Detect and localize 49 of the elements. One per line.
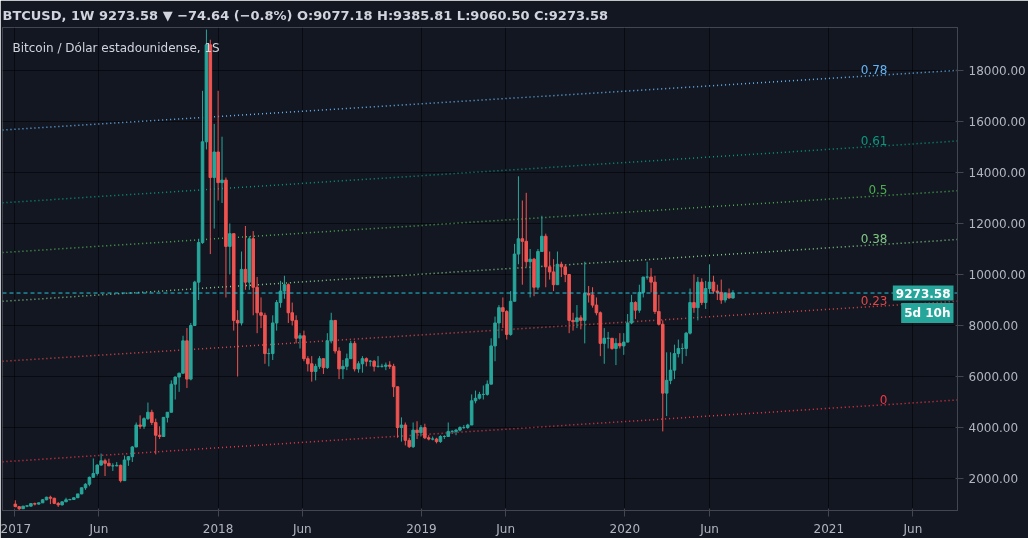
series-label: 0.5 bbox=[868, 183, 888, 198]
chart-title: BTCUSD, 1W 9273.58 ▼ −74.64 (−0.8%) O:9077.18 H:9385.81 L:9060.50 C:9273.58 bbox=[2, 7, 609, 23]
candlestick bbox=[504, 309, 509, 341]
ref-line-label: 9273.58 bbox=[895, 286, 951, 301]
candlestick bbox=[298, 332, 302, 349]
candlestick bbox=[454, 428, 458, 436]
x-tick-label: 2021 bbox=[813, 521, 845, 536]
y-tick-label: 16000.00 bbox=[968, 114, 1026, 129]
candlestick bbox=[528, 248, 532, 298]
y-tick-label: 6000.00 bbox=[968, 370, 1019, 385]
candlestick bbox=[220, 136, 224, 204]
candlestick bbox=[699, 277, 704, 306]
candlestick bbox=[103, 458, 107, 477]
series-label: 0.38 bbox=[860, 232, 888, 247]
candlestick bbox=[228, 222, 232, 275]
y-tick-label: 14000.00 bbox=[968, 165, 1026, 180]
candlestick bbox=[372, 359, 376, 372]
candlestick bbox=[415, 420, 419, 440]
y-tick-label: 12000.00 bbox=[968, 216, 1026, 231]
candlestick bbox=[664, 351, 669, 417]
candlestick bbox=[138, 414, 142, 430]
candlestick bbox=[614, 337, 618, 366]
x-tick-label: Jun bbox=[291, 521, 312, 536]
annotation: 5d 10h bbox=[904, 306, 951, 321]
candlestick bbox=[403, 421, 408, 446]
x-tick-label: 2018 bbox=[202, 521, 234, 536]
x-tick-label: 2020 bbox=[609, 521, 641, 536]
candlestick bbox=[411, 421, 415, 449]
series-label: 0.61 bbox=[860, 133, 888, 148]
series-label: 0 bbox=[879, 392, 888, 407]
y-tick-label: 8000.00 bbox=[968, 319, 1019, 334]
candlestick bbox=[692, 273, 696, 314]
x-tick-label: Jun bbox=[495, 521, 516, 536]
x-tick-label: 2019 bbox=[406, 521, 437, 536]
y-tick-label: 2000.00 bbox=[968, 472, 1019, 487]
x-tick-label: Jun bbox=[902, 521, 923, 536]
candlestick bbox=[618, 332, 622, 349]
y-tick-label: 4000.00 bbox=[968, 421, 1019, 436]
y-tick-label: 10000.00 bbox=[968, 267, 1026, 282]
y-tick-label: 18000.00 bbox=[968, 63, 1026, 78]
x-tick-label: Jun bbox=[699, 521, 719, 536]
candlestick bbox=[419, 424, 423, 438]
candlestick bbox=[575, 304, 579, 329]
x-tick-label: Jun bbox=[88, 521, 109, 536]
candlestick bbox=[520, 199, 525, 286]
candlestick bbox=[399, 416, 404, 443]
x-tick-label: 2017 bbox=[0, 521, 32, 536]
series-label: 0.23 bbox=[860, 293, 888, 308]
series-label: 0.78 bbox=[860, 62, 888, 77]
